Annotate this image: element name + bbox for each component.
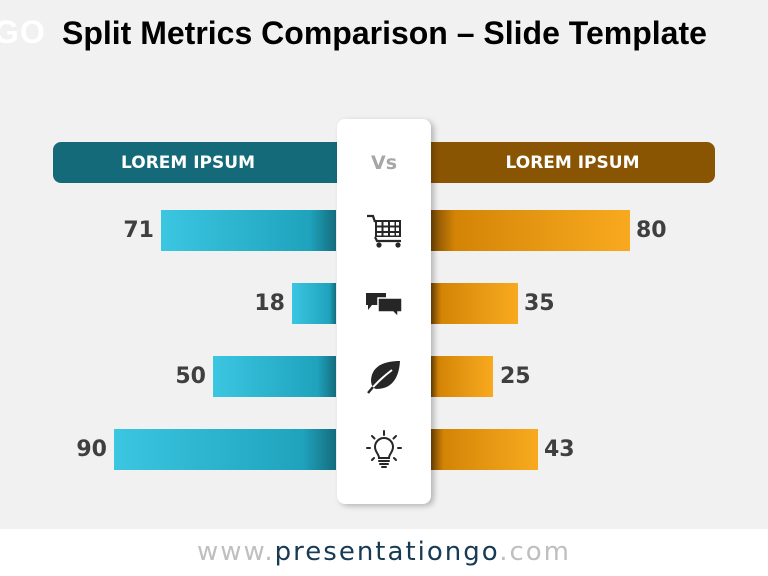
chat-bubbles-icon xyxy=(366,293,403,319)
left-value-row-2: 18 xyxy=(254,291,285,316)
right-bar-row-1 xyxy=(431,210,630,251)
right-series-header: LOREM IPSUM xyxy=(394,142,715,183)
right-value-row-3: 25 xyxy=(500,364,531,389)
left-bar-row-2 xyxy=(292,283,336,324)
footer-suffix: .com xyxy=(499,537,571,567)
page-title: Split Metrics Comparison – Slide Templat… xyxy=(62,15,707,51)
shopping-cart-icon xyxy=(367,214,401,248)
right-bar-row-4 xyxy=(431,429,538,470)
left-bar-row-3 xyxy=(213,356,336,397)
right-value-row-1: 80 xyxy=(636,218,667,243)
lightbulb-icon xyxy=(366,430,402,468)
left-bar-row-4 xyxy=(114,429,336,470)
footer-brand: presentationgo xyxy=(274,537,500,567)
leaf-icon xyxy=(367,361,400,394)
right-value-row-4: 43 xyxy=(544,437,575,462)
right-bar-row-3 xyxy=(431,356,493,397)
left-value-row-4: 90 xyxy=(76,437,107,462)
vs-label: Vs xyxy=(370,152,397,174)
right-value-row-2: 35 xyxy=(524,291,555,316)
logo: GO xyxy=(0,14,46,50)
left-series-header: LOREM IPSUM xyxy=(53,142,373,183)
footer-website: www.presentationgo.com xyxy=(0,529,768,576)
vs-card: Vs xyxy=(337,119,431,504)
left-bar-row-1 xyxy=(161,210,336,251)
left-value-row-1: 71 xyxy=(123,218,154,243)
left-value-row-3: 50 xyxy=(175,364,206,389)
right-bar-row-2 xyxy=(431,283,518,324)
footer-prefix: www. xyxy=(197,537,275,567)
